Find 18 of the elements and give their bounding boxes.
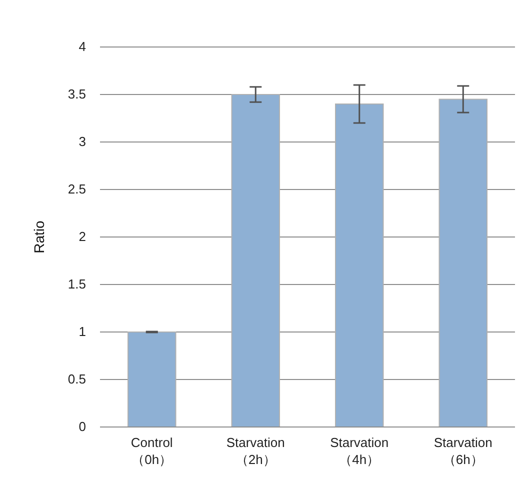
bar xyxy=(231,94,280,428)
y-axis-title: Ratio xyxy=(31,220,47,254)
y-tick-label: 1 xyxy=(78,324,86,339)
y-tick-label: 3.5 xyxy=(68,86,86,102)
y-tick-label: 3 xyxy=(78,134,86,149)
y-tick-label: 0.5 xyxy=(68,372,86,386)
y-tick-label: 1.5 xyxy=(68,276,86,292)
x-tick-label: Starvation （4h） xyxy=(330,435,389,467)
y-tick-label: 2 xyxy=(78,229,86,244)
y-tick-label: 2.5 xyxy=(68,182,86,196)
bar xyxy=(128,332,176,428)
y-tick-label: 0 xyxy=(78,419,86,434)
x-tick-label: Starvation （6h） xyxy=(434,435,492,467)
x-tick-label: Control （0h） xyxy=(130,435,173,467)
y-tick-label: 4 xyxy=(78,39,86,54)
bar xyxy=(335,104,384,428)
bar xyxy=(438,98,488,428)
x-tick-label: Starvation （2h） xyxy=(226,435,285,467)
